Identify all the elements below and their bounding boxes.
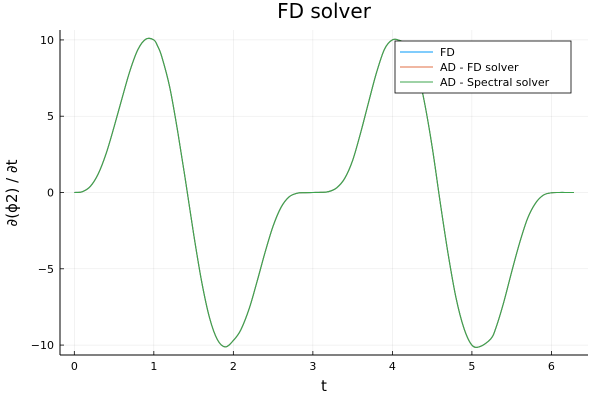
x-tick-label: 2	[230, 360, 237, 373]
x-tick-label: 1	[150, 360, 157, 373]
x-tick-labels: 0 1 2 3 4 5 6	[71, 360, 555, 373]
x-tick-label: 6	[548, 360, 555, 373]
y-axis-title: ∂(ϕ2) / ∂t	[3, 159, 21, 226]
series-line-3	[74, 37, 574, 348]
x-tick-label: 4	[389, 360, 396, 373]
legend-label: FD	[440, 46, 455, 59]
x-tick-label: 5	[468, 360, 475, 373]
y-tick-label: 0	[47, 187, 54, 200]
legend-label: AD - FD solver	[440, 61, 519, 74]
x-axis-title: t	[321, 377, 327, 395]
axes	[59, 30, 588, 356]
y-tick-label: −10	[31, 339, 54, 352]
legend: FD AD - FD solver AD - Spectral solver	[394, 40, 572, 94]
y-tick-labels: −10 −5 0 5 10	[31, 34, 54, 352]
x-tick-label: 0	[71, 360, 78, 373]
series-lines	[74, 37, 574, 348]
y-tick-label: −5	[38, 263, 54, 276]
chart-title: FD solver	[277, 0, 372, 23]
x-tick-label: 3	[309, 360, 316, 373]
legend-label: AD - Spectral solver	[440, 76, 550, 89]
y-tick-label: 5	[47, 110, 54, 123]
y-tick-label: 10	[40, 34, 54, 47]
